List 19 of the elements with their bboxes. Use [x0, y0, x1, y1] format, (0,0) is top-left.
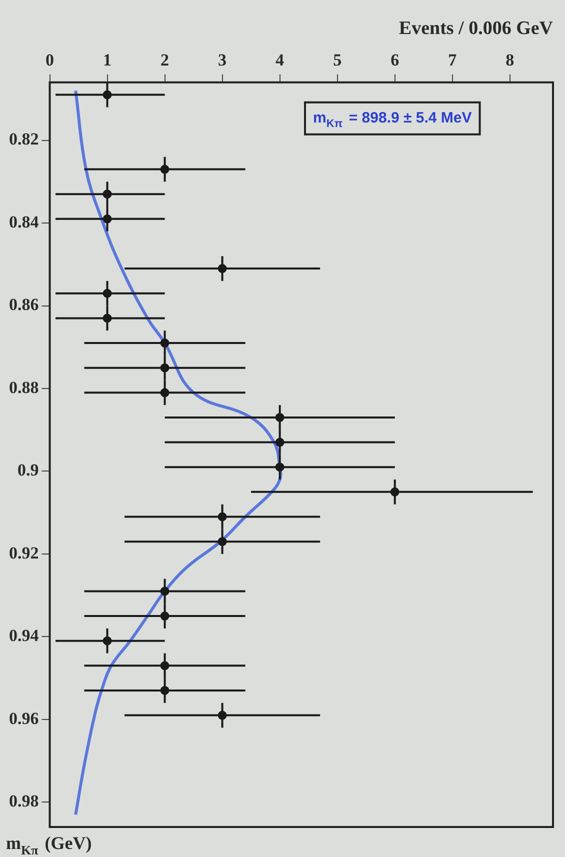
- y-tick-label: 0.9: [18, 460, 39, 480]
- y-tick-label: 0.86: [9, 295, 39, 314]
- x-tick-label: 8: [506, 50, 514, 70]
- x-axis-title: Events / 0.006 GeV: [398, 18, 554, 39]
- x-tick-label: 6: [390, 50, 400, 70]
- y-tick-label: 0.88: [9, 378, 39, 397]
- x-tick-label: 0: [46, 50, 54, 70]
- x-tick-label: 2: [160, 50, 170, 70]
- x-tick-label: 5: [333, 50, 342, 70]
- y-tick-label: 0.92: [9, 543, 39, 562]
- x-tick-label: 1: [103, 50, 112, 70]
- y-tick-label: 0.98: [9, 792, 39, 811]
- x-tick-label: 3: [218, 50, 227, 70]
- y-tick-label: 0.82: [9, 130, 39, 149]
- x-tick-label: 4: [276, 50, 285, 70]
- x-tick-label: 7: [448, 50, 458, 70]
- y-tick-label: 0.94: [9, 626, 40, 646]
- y-tick-label: 0.84: [9, 212, 40, 232]
- y-tick-label: 0.96: [9, 708, 39, 728]
